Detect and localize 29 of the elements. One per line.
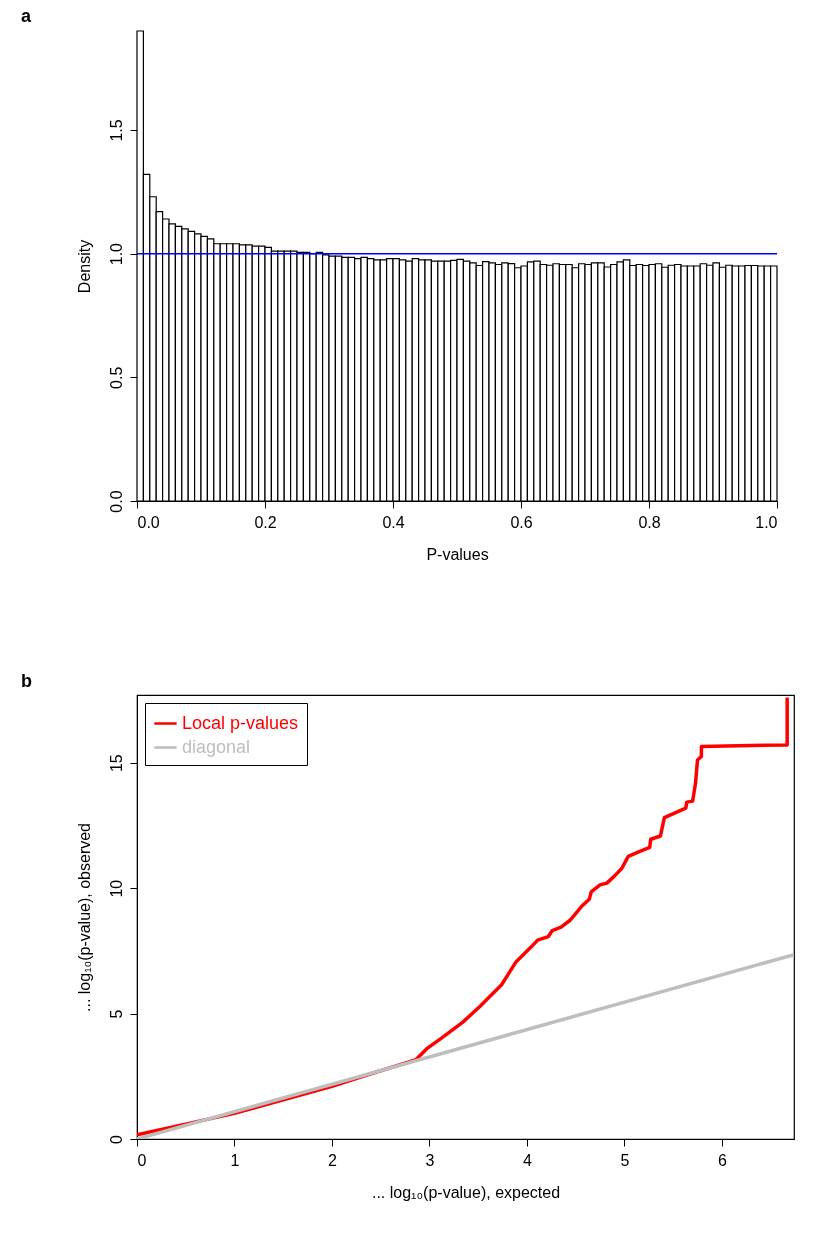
- legend-label: Local p-values: [182, 712, 299, 733]
- x-tick-label: 0.8: [638, 513, 661, 531]
- y-axis-title: ... log₁₀(p-value), observed: [75, 822, 93, 1013]
- y-tick-label: 5: [107, 1009, 125, 1019]
- x-tick-label: 0.0: [137, 513, 160, 531]
- x-tick-label: 0.2: [254, 513, 277, 531]
- y-tick-label: 0.0: [107, 490, 125, 513]
- x-tick-label: 0: [137, 1151, 147, 1169]
- x-tick-label: 2: [328, 1151, 337, 1169]
- x-tick-label: 4: [522, 1151, 532, 1169]
- x-tick-label: 5: [620, 1151, 630, 1169]
- x-tick-label: 1.0: [755, 513, 778, 531]
- x-tick-label: 3: [425, 1151, 435, 1169]
- chart-title: a: [21, 6, 32, 27]
- y-axis-title: Density: [75, 239, 93, 294]
- y-tick-label: 15: [107, 754, 125, 773]
- y-tick-label: 10: [107, 879, 125, 898]
- y-tick-label: 0: [107, 1134, 125, 1144]
- x-tick-label: 0.6: [510, 513, 533, 531]
- y-tick-label: 1.0: [107, 242, 125, 266]
- x-axis-title: ... log₁₀(p-value), expected: [371, 1183, 561, 1201]
- x-tick-label: 1: [230, 1151, 240, 1169]
- legend-label: diagonal: [182, 736, 251, 757]
- x-tick-label: 0.4: [382, 513, 405, 531]
- y-tick-label: 1.5: [107, 119, 125, 142]
- chart-title: b: [21, 671, 32, 691]
- x-tick-label: 6: [717, 1151, 727, 1169]
- x-axis-title: P-values: [426, 545, 489, 563]
- y-tick-label: 0.5: [107, 366, 125, 389]
